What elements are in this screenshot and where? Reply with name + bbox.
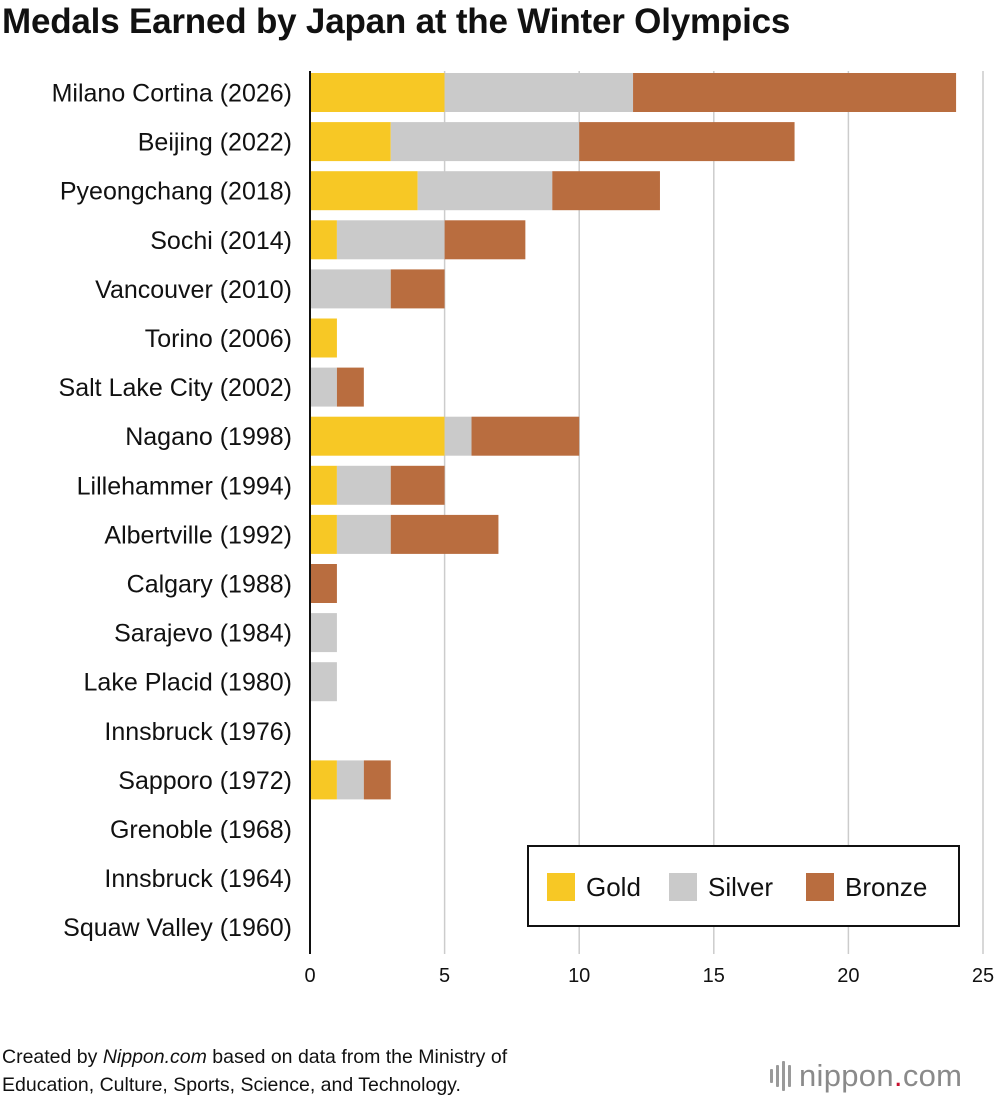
bar-silver-9 — [336, 514, 391, 554]
bar-bronze-6 — [336, 367, 364, 407]
category-label-14: Sapporo (1972) — [118, 767, 292, 795]
bar-silver-7 — [444, 416, 472, 456]
category-label-3: Sochi (2014) — [150, 227, 292, 255]
bar-silver-12 — [310, 662, 337, 702]
bar-gold-14 — [310, 760, 337, 800]
category-label-6: Salt Lake City (2002) — [59, 374, 292, 402]
x-tick-label-5: 5 — [439, 965, 450, 987]
grid-lines — [443, 71, 984, 954]
bar-silver-11 — [310, 613, 337, 653]
bar-silver-0 — [444, 73, 634, 112]
x-tick-label-10: 10 — [568, 965, 590, 987]
bar-silver-2 — [417, 171, 553, 211]
legend-box — [527, 845, 960, 927]
category-label-0: Milano Cortina (2026) — [52, 80, 292, 108]
bar-gold-2 — [310, 171, 418, 211]
x-tick-label-15: 15 — [703, 965, 725, 987]
category-label-10: Calgary (1988) — [127, 571, 292, 599]
bar-bronze-0 — [633, 73, 957, 112]
nippon-logo: nippon.com — [770, 1058, 962, 1094]
x-tick-labels: 0 5 10 15 20 25 — [304, 965, 994, 987]
bar-silver-4 — [310, 269, 391, 309]
bar-bronze-2 — [552, 171, 660, 211]
chart-title: Medals Earned by Japan at the Winter Oly… — [2, 2, 791, 41]
bar-gold-7 — [310, 416, 445, 456]
legend-label-gold: Gold — [586, 872, 641, 902]
bar-bronze-14 — [363, 760, 391, 800]
legend-swatch-gold — [547, 873, 575, 901]
category-label-7: Nagano (1998) — [125, 423, 292, 451]
x-tick-label-20: 20 — [837, 965, 859, 987]
x-tick-label-25: 25 — [972, 965, 994, 987]
bar-silver-3 — [336, 220, 445, 260]
category-label-8: Lillehammer (1994) — [77, 472, 292, 500]
bar-bronze-4 — [390, 269, 445, 309]
bar-silver-1 — [390, 122, 580, 162]
category-label-11: Sarajevo (1984) — [114, 620, 292, 648]
x-tick-label-0: 0 — [304, 965, 315, 987]
category-label-16: Innsbruck (1964) — [104, 865, 292, 893]
logo-dot: . — [893, 1058, 903, 1093]
bar-bronze-3 — [444, 220, 526, 260]
bar-gold-5 — [310, 318, 337, 358]
bar-bronze-10 — [310, 564, 337, 603]
bar-silver-6 — [310, 367, 337, 407]
legend-label-silver: Silver — [708, 872, 773, 902]
bar-bronze-8 — [390, 465, 445, 505]
category-label-4: Vancouver (2010) — [95, 276, 292, 304]
credit-site: Nippon.com — [102, 1046, 207, 1068]
credit-prefix: Created by — [2, 1046, 103, 1068]
category-label-5: Torino (2006) — [145, 325, 292, 353]
category-label-1: Beijing (2022) — [138, 129, 292, 157]
bar-gold-9 — [310, 514, 337, 554]
bar-gold-8 — [310, 465, 337, 505]
category-label-15: Grenoble (1968) — [110, 816, 292, 844]
category-label-9: Albertville (1992) — [104, 521, 292, 549]
logo-text: nippon.com — [799, 1058, 962, 1094]
bar-bronze-9 — [390, 514, 499, 554]
bar-silver-8 — [336, 465, 391, 505]
category-label-12: Lake Placid (1980) — [84, 669, 292, 697]
bar-gold-1 — [310, 122, 391, 162]
bar-bronze-1 — [579, 122, 795, 162]
bar-silver-14 — [336, 760, 364, 800]
category-labels: Milano Cortina (2026) Beijing (2022) Pyeon… — [52, 80, 292, 943]
credit-line-1: Created by Nippon.com based on data from… — [2, 1043, 507, 1071]
logo-tld: com — [902, 1058, 963, 1093]
bar-bronze-7 — [471, 416, 580, 456]
logo-name: nippon — [799, 1058, 894, 1093]
category-label-17: Squaw Valley (1960) — [63, 914, 292, 942]
bar-gold-0 — [310, 73, 445, 112]
legend: Gold Silver Bronze — [527, 845, 960, 927]
legend-swatch-bronze — [806, 873, 834, 901]
category-label-2: Pyeongchang (2018) — [60, 178, 292, 206]
bar-gold-3 — [310, 220, 337, 260]
legend-label-bronze: Bronze — [845, 872, 927, 902]
credit-suffix: based on data from the Ministry of — [206, 1046, 508, 1068]
credit-line-2: Education, Culture, Sports, Science, and… — [2, 1074, 461, 1096]
bar-group — [310, 73, 957, 800]
legend-swatch-silver — [669, 873, 697, 901]
source-credit: Created by Nippon.com based on data from… — [2, 1043, 507, 1099]
category-label-13: Innsbruck (1976) — [104, 718, 292, 746]
logo-bars-icon — [770, 1061, 791, 1091]
